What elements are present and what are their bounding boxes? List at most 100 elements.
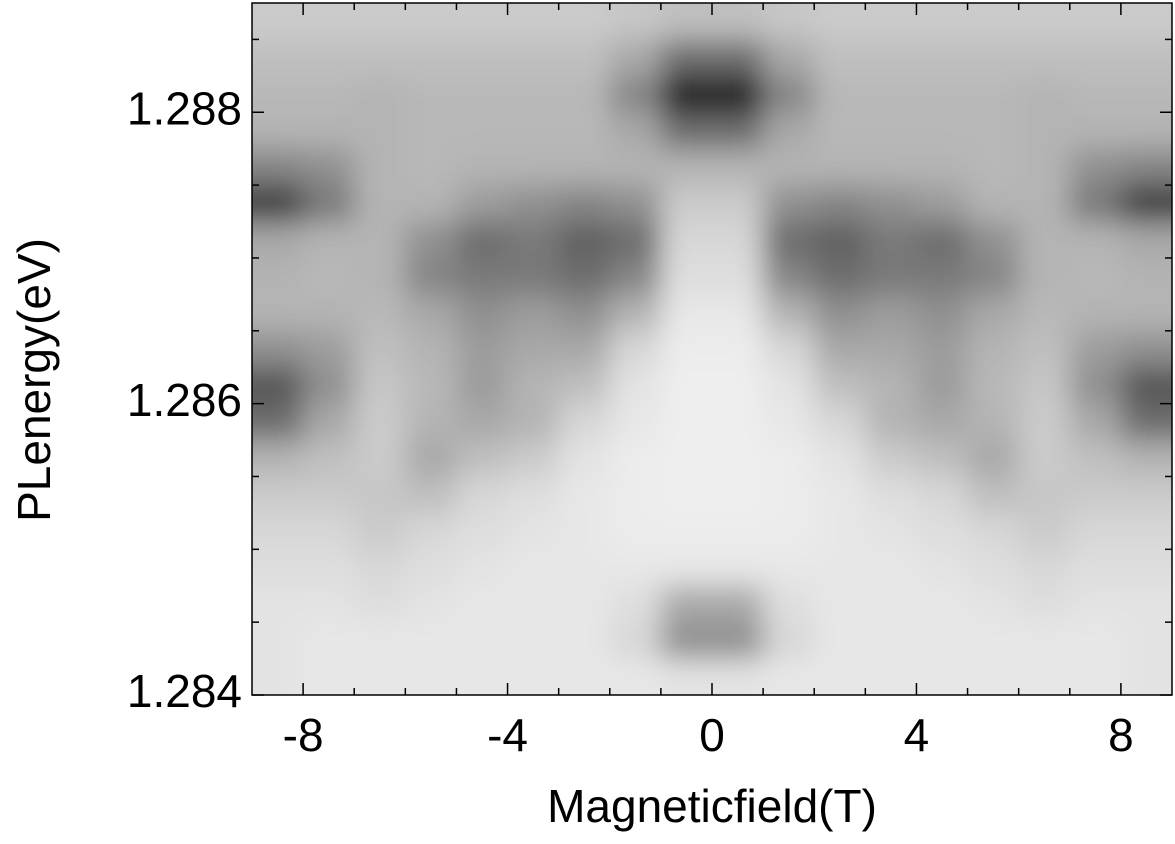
heatmap-cell [967,185,1020,223]
heatmap-cell [354,476,406,514]
heatmap-cell [916,257,969,295]
heatmap-cell [712,39,764,77]
heatmap-cell [865,440,917,477]
heatmap-cell [456,403,509,441]
heatmap-cell [558,112,611,150]
heatmap-cell [967,3,1020,40]
heatmap-cell [1120,39,1172,77]
heatmap-cell [1018,221,1071,259]
heatmap-cell [405,185,457,223]
heatmap-cell [558,622,611,660]
heatmap-cell [1018,294,1071,332]
heatmap-cell [660,185,713,223]
heatmap-cell [712,294,764,332]
heatmap-cell [1069,549,1122,587]
heatmap-cell [660,367,713,405]
heatmap-cell [1018,330,1071,368]
heatmap-cell [405,658,457,695]
heatmap-cell [712,185,764,223]
heatmap-cell [558,585,611,623]
heatmap-cell [354,440,406,477]
heatmap-cell [967,221,1020,259]
heatmap-cell [507,549,560,587]
heatmap-cell [916,476,969,514]
heatmap-cell [609,39,662,77]
heatmap-cell [354,185,406,223]
heatmap-cell [1069,367,1122,405]
heatmap-cell [916,294,969,332]
heatmap-cell [303,39,355,77]
heatmap-cell [558,185,611,223]
heatmap-cell [660,221,713,259]
heatmap-cell [507,221,560,259]
heatmap-cell [967,403,1020,441]
heatmap-cell [1120,549,1172,587]
heatmap-cell [303,3,355,40]
heatmap-cell [814,658,866,695]
x-tick-label: 4 [904,709,930,761]
heatmap-cell [967,622,1020,660]
heatmap-cell [303,549,355,587]
heatmap-cell [814,330,866,368]
heatmap-cell [660,257,713,295]
y-axis-label: PLenergy(eV) [8,238,60,522]
heatmap-cell [252,367,304,405]
heatmap-cell [763,549,815,587]
heatmap-cell [1069,330,1122,368]
heatmap-cell [456,476,509,514]
heatmap-cell [1018,148,1071,186]
heatmap-cell [967,112,1020,150]
heatmap-cell [865,512,917,550]
heatmap-cell [1018,185,1071,223]
heatmap-cell [558,75,611,113]
heatmap-cell [967,257,1020,295]
heatmap-cell [1120,585,1172,623]
heatmap-cell [1120,330,1172,368]
heatmap-cell [405,221,457,259]
heatmap-cell [1018,403,1071,441]
heatmap-cell [1069,3,1122,40]
heatmap-cell [609,476,662,514]
heatmap-cell [507,185,560,223]
heatmap-cell [763,185,815,223]
heatmap-cell [354,294,406,332]
heatmap-cell [1069,221,1122,259]
heatmap-cell [814,622,866,660]
heatmap-cell [456,221,509,259]
y-tick-label: 1.288 [127,82,242,134]
heatmap-cell [609,75,662,113]
heatmap-cell [865,294,917,332]
heatmap-cell [814,476,866,514]
heatmap-cell [916,585,969,623]
heatmap-cell [1018,440,1071,477]
heatmap-cell [354,221,406,259]
heatmap-cell [558,403,611,441]
heatmap-cell [865,658,917,695]
heatmap-cell [405,622,457,660]
heatmap-cell [763,75,815,113]
heatmap-cell [354,112,406,150]
heatmap-cell [865,549,917,587]
heatmap-cell [1120,112,1172,150]
heatmap-cell [763,221,815,259]
heatmap-cell [763,3,815,40]
heatmap-cell [303,294,355,332]
heatmap-cell [405,476,457,514]
heatmap-cell [1120,476,1172,514]
heatmap-cell [1018,257,1071,295]
heatmap-cell [456,39,509,77]
heatmap-cell [1120,367,1172,405]
heatmap-cell [303,585,355,623]
heatmap-cell [456,549,509,587]
heatmap-cell [558,512,611,550]
heatmap-cell [507,148,560,186]
heatmap-cell [303,476,355,514]
heatmap-cell [967,512,1020,550]
heatmap-cell [609,403,662,441]
heatmap-cell [660,330,713,368]
heatmap-cell [660,75,713,113]
heatmap-cell [916,39,969,77]
heatmap-cell [456,148,509,186]
heatmap-cell [609,622,662,660]
heatmap-cell [865,39,917,77]
